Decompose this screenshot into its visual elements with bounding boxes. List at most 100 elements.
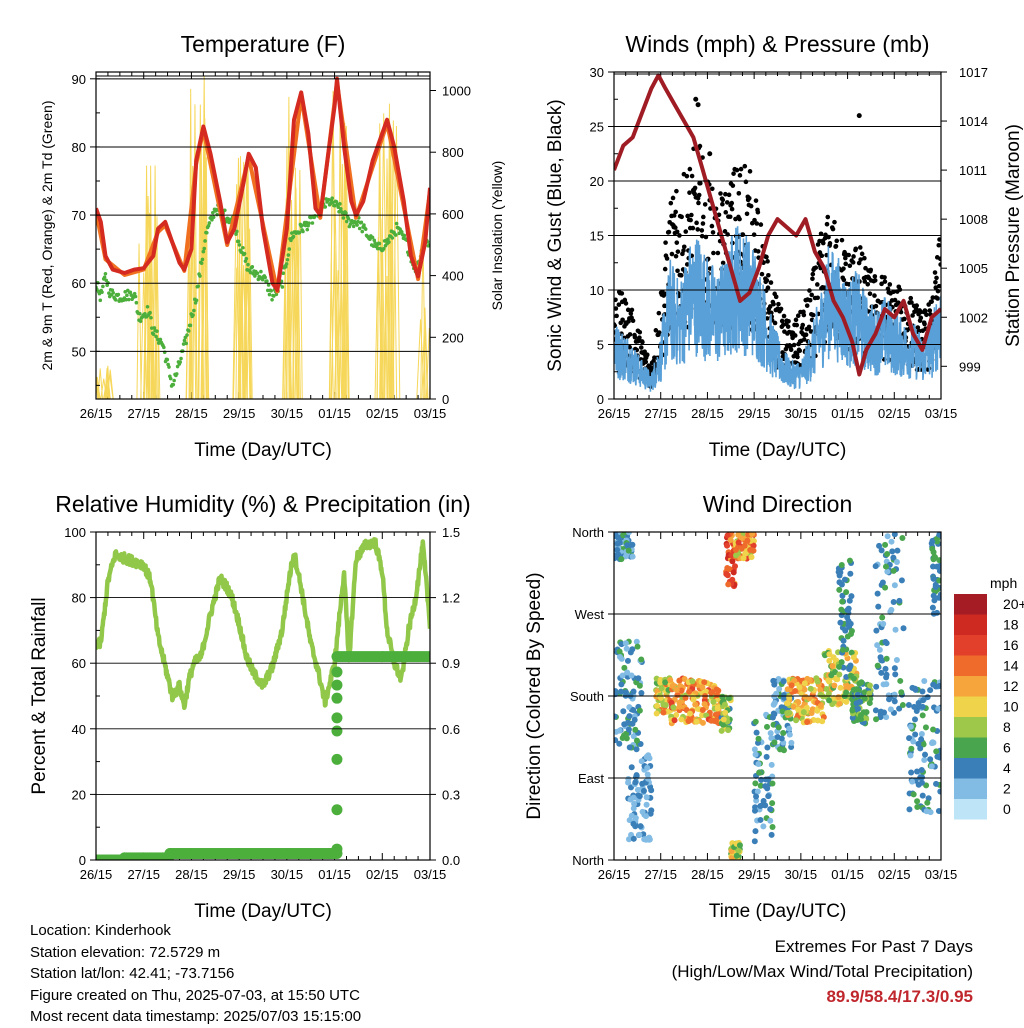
dewpoint-point xyxy=(129,293,134,297)
dewpoint-point xyxy=(246,262,250,267)
direction-point xyxy=(648,807,655,814)
dewpoint-point xyxy=(274,292,279,297)
colorbar-label: 10 xyxy=(1003,699,1019,715)
y-tick-label: East xyxy=(578,771,604,786)
direction-point xyxy=(630,805,637,812)
direction-point xyxy=(786,694,793,701)
solar-insolation-trace xyxy=(383,158,391,399)
y-right-tick-label: 1011 xyxy=(959,163,987,178)
gust-point xyxy=(693,96,699,102)
direction-point xyxy=(735,539,742,546)
gust-point xyxy=(815,242,821,247)
dewpoint-point xyxy=(125,293,129,298)
direction-point xyxy=(724,532,731,539)
direction-point xyxy=(625,532,632,536)
gust-point xyxy=(696,192,702,198)
direction-point xyxy=(721,701,728,708)
gust-point xyxy=(857,245,863,250)
gust-point xyxy=(731,171,736,176)
direction-point xyxy=(714,705,721,712)
direction-point xyxy=(847,570,854,577)
x-tick-label: 27/15 xyxy=(127,406,160,421)
gust-point xyxy=(710,230,716,235)
direction-point xyxy=(873,627,880,634)
gust-point xyxy=(619,291,625,296)
direction-point xyxy=(748,554,755,561)
direction-point xyxy=(919,688,926,695)
direction-point xyxy=(729,576,736,583)
dewpoint-point xyxy=(203,239,207,243)
direction-point xyxy=(846,597,853,604)
direction-point xyxy=(921,677,928,684)
dewpoint-point xyxy=(330,196,334,200)
direction-point xyxy=(658,685,665,692)
direction-point xyxy=(908,769,915,776)
precip-point xyxy=(331,712,343,724)
direction-point xyxy=(884,551,891,558)
direction-point xyxy=(849,707,856,714)
gust-point xyxy=(681,244,687,250)
solar-insolation-trace xyxy=(328,262,334,399)
gust-point xyxy=(697,143,703,149)
y-tick-label: 5 xyxy=(597,338,604,353)
direction-point xyxy=(623,735,630,742)
x-tick-label: 02/15 xyxy=(366,406,399,421)
y-tick-label: 15 xyxy=(590,229,604,244)
colorbar-swatch xyxy=(954,676,987,697)
dewpoint-point xyxy=(150,326,154,330)
solar-insolation-trace xyxy=(384,276,390,399)
direction-point xyxy=(854,691,861,698)
x-tick-label: 30/15 xyxy=(785,867,818,882)
direction-point xyxy=(844,606,851,613)
direction-point xyxy=(732,546,739,553)
direction-point xyxy=(933,780,940,787)
solar-insolation-trace xyxy=(246,228,253,399)
dewpoint-point xyxy=(289,238,293,243)
extremes-title: Extremes For Past 7 Days xyxy=(774,937,973,956)
gust-point xyxy=(892,297,898,303)
direction-point xyxy=(884,568,891,575)
direction-point xyxy=(874,662,881,669)
gust-point xyxy=(781,313,787,319)
direction-point xyxy=(791,677,798,684)
direction-point xyxy=(628,672,635,679)
station-latlon: Station lat/lon: 42.41; -73.7156 xyxy=(30,965,235,982)
gust-point xyxy=(707,151,713,157)
pressure-line xyxy=(614,73,941,377)
gust-point xyxy=(640,339,645,345)
x-axis-label: Time (Day/UTC) xyxy=(709,901,847,922)
direction-point xyxy=(752,780,759,787)
colorbar-label: 14 xyxy=(1003,658,1019,674)
gust-point xyxy=(695,227,701,232)
direction-point xyxy=(793,717,800,724)
direction-point xyxy=(826,651,833,658)
dewpoint-point xyxy=(259,269,263,274)
direction-point xyxy=(756,769,763,776)
gust-point xyxy=(776,301,781,307)
direction-point xyxy=(792,688,799,695)
direction-point xyxy=(927,756,934,763)
direction-point xyxy=(937,752,941,759)
gust-point xyxy=(629,307,635,313)
colorbar-swatch xyxy=(954,758,987,779)
gust-point xyxy=(684,262,690,267)
dewpoint-point xyxy=(399,230,404,234)
gust-point xyxy=(637,335,642,340)
gust-point xyxy=(843,255,848,261)
gust-point xyxy=(614,297,618,303)
dewpoint-point xyxy=(372,238,377,243)
y-right-tick-label: 800 xyxy=(442,145,464,160)
gust-point xyxy=(702,202,708,207)
direction-point xyxy=(621,664,628,671)
direction-point xyxy=(771,739,778,746)
station-elevation: Station elevation: 72.5729 m xyxy=(30,943,221,961)
gust-point xyxy=(819,253,825,259)
direction-point xyxy=(617,688,624,695)
direction-point xyxy=(752,718,759,725)
direction-point xyxy=(806,677,813,684)
precip-point xyxy=(331,666,343,678)
solar-insolation-trace xyxy=(435,271,439,399)
direction-point xyxy=(927,809,934,816)
direction-point xyxy=(919,774,926,781)
direction-point xyxy=(910,791,917,798)
